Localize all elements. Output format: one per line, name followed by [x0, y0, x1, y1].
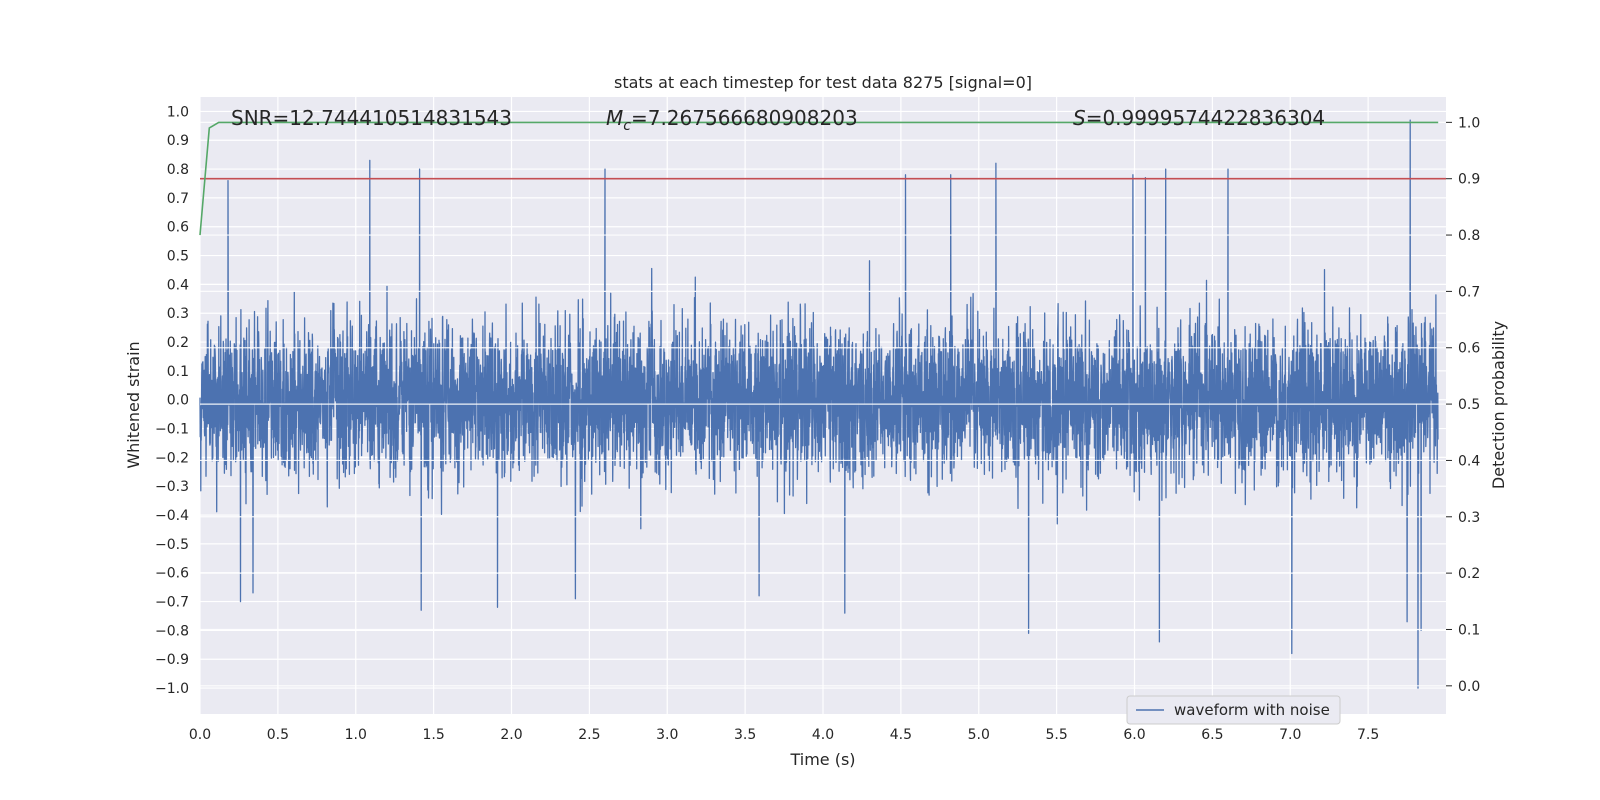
y-tick-label-left: 0.4: [167, 277, 189, 293]
x-tick-label: 6.5: [1201, 727, 1223, 743]
y-tick-label-right: 0.3: [1458, 510, 1480, 526]
legend-box: [1126, 695, 1341, 725]
x-tick-label: 3.5: [734, 727, 756, 743]
y-tick-label-left: −0.8: [155, 623, 189, 639]
y-tick-label-left: −0.3: [155, 479, 189, 495]
x-tick-label: 1.5: [422, 727, 444, 743]
y-tick-label-left: −0.9: [155, 652, 189, 668]
x-tick-label: 0.5: [267, 727, 289, 743]
x-tick-label: 7.5: [1357, 727, 1379, 743]
y-tick-label-right: 0.8: [1458, 228, 1480, 244]
y-axis-label-right: Detection probability: [1489, 321, 1508, 489]
y-tick-label-right: 0.9: [1458, 172, 1480, 188]
x-tick-label: 2.0: [500, 727, 522, 743]
y-tick-label-left: 0.3: [167, 306, 189, 322]
chart-title: stats at each timestep for test data 827…: [614, 73, 1032, 92]
axis-ticks: 0.0 0.5 1.0 1.5 2.0 2.5 3.0 3.5 4.0 4.5 5.0 5.5 6.0 6…: [155, 104, 1480, 743]
y-tick-label-left: −0.6: [155, 566, 189, 582]
y-tick-label-right: 0.4: [1458, 453, 1480, 469]
y-tick-label-left: −0.5: [155, 537, 189, 553]
y-tick-label-left: 0.5: [167, 249, 189, 265]
y-tick-label-left: −0.7: [155, 595, 189, 611]
waveform-with-noise-line: [199, 119, 1439, 689]
s-statistic-annotation: S=0.9999574422836304: [1073, 106, 1325, 130]
y-tick-label-left: −0.2: [155, 450, 189, 466]
y-tick-label-right: 0.1: [1458, 622, 1480, 638]
y-tick-label-right: 0.5: [1458, 397, 1480, 413]
x-tick-label: 2.5: [578, 727, 600, 743]
legend-label: waveform with noise: [1174, 701, 1330, 719]
y-tick-label-right: 1.0: [1458, 115, 1480, 131]
x-tick-label: 0.0: [189, 727, 211, 743]
y-axis-label-left: Whitened strain: [124, 341, 143, 468]
legend: waveform with noise: [1126, 695, 1341, 725]
x-tick-label: 4.0: [812, 727, 834, 743]
x-tick-label: 1.0: [345, 727, 367, 743]
y-tick-label-left: 1.0: [167, 104, 189, 120]
chirp-mass-annotation: Mc=7.267566680908203: [606, 106, 858, 134]
y-tick-label-right: 0.6: [1458, 341, 1480, 357]
y-tick-label-right: 0.2: [1458, 566, 1480, 582]
y-tick-label-left: −0.4: [155, 508, 189, 524]
x-tick-label: 5.0: [968, 727, 990, 743]
x-tick-label: 6.0: [1123, 727, 1145, 743]
y-tick-label-left: 0.2: [167, 335, 189, 351]
snr-annotation: SNR=12.744410514831543: [231, 106, 512, 130]
y-tick-label-left: −1.0: [155, 681, 189, 697]
y-tick-label-left: 0.7: [167, 191, 189, 207]
x-tick-label: 4.5: [890, 727, 912, 743]
detection-overlay: [199, 121, 1446, 236]
x-tick-label: 5.5: [1045, 727, 1067, 743]
x-tick-label: 3.0: [656, 727, 678, 743]
x-axis-label: Time (s): [789, 750, 855, 769]
y-tick-label-left: 0.6: [167, 220, 189, 236]
y-tick-label-left: 0.9: [167, 133, 189, 149]
y-tick-label-left: 0.1: [167, 364, 189, 380]
y-tick-label-left: 0.0: [167, 393, 189, 409]
y-tick-label-left: 0.8: [167, 162, 189, 178]
detection-probability-line: [199, 121, 1439, 236]
y-tick-label-right: 0.0: [1458, 679, 1480, 695]
y-tick-label-right: 0.7: [1458, 284, 1480, 300]
y-tick-label-left: −0.1: [155, 422, 189, 438]
x-tick-label: 7.0: [1279, 727, 1301, 743]
